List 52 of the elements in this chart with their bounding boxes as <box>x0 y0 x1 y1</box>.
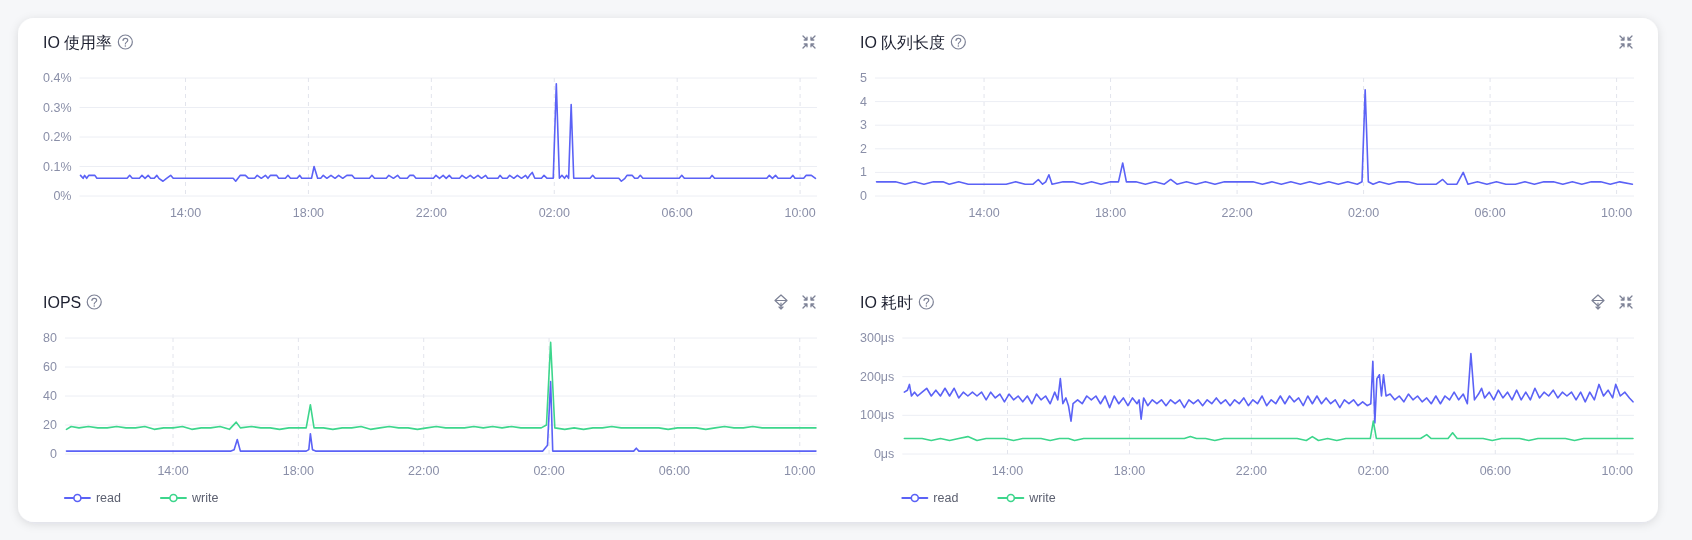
x-tick-label: 02:00 <box>1347 206 1380 220</box>
x-tick-label: 02:00 <box>538 206 570 220</box>
x-tick-label: 06:00 <box>1479 464 1511 478</box>
x-tick-label: 14:00 <box>157 464 189 478</box>
y-tick-label: 4 <box>860 94 867 109</box>
chart-title: IO 队列长度 <box>860 33 946 51</box>
x-tick-label: 14:00 <box>968 206 1000 220</box>
y-tick-label: 0% <box>53 189 72 203</box>
x-tick-label: 22:00 <box>1221 206 1253 220</box>
x-tick-label: 10:00 <box>784 464 816 478</box>
y-tick-label: 3 <box>860 118 867 133</box>
x-tick-label: 06:00 <box>661 206 693 220</box>
y-tick-label: 0 <box>49 447 57 461</box>
x-tick-label: 10:00 <box>1601 464 1633 478</box>
x-tick-label: 14:00 <box>991 464 1024 478</box>
y-tick-label: 2 <box>860 141 867 156</box>
y-tick-label: 200μs <box>860 369 895 384</box>
legend-label: write <box>1028 491 1056 505</box>
x-tick-label: 22:00 <box>408 464 440 478</box>
x-tick-label: 22:00 <box>415 206 448 220</box>
y-tick-label: 100μs <box>860 408 895 423</box>
x-tick-label: 06:00 <box>658 464 691 478</box>
y-tick-label: 0μs <box>873 447 895 461</box>
x-tick-label: 10:00 <box>784 206 816 220</box>
legend-label: read <box>95 491 121 505</box>
chart-title: IOPS <box>43 293 82 311</box>
chart-title: IO 使用率 <box>43 33 113 51</box>
x-tick-label: 02:00 <box>533 464 565 478</box>
y-tick-label: 60 <box>43 360 57 374</box>
x-tick-label: 06:00 <box>1474 206 1506 220</box>
y-tick-label: 300μs <box>860 331 895 345</box>
y-tick-label: 0 <box>860 189 867 203</box>
y-tick-label: 0.2% <box>43 130 72 144</box>
y-tick-label: 0.4% <box>43 71 72 85</box>
y-tick-label: 80 <box>43 331 57 345</box>
y-tick-label: 5 <box>860 71 867 85</box>
chart-title: IO 耗时 <box>860 293 914 311</box>
x-tick-label: 02:00 <box>1357 464 1390 478</box>
y-tick-label: 40 <box>43 389 57 403</box>
legend-label: write <box>190 491 219 505</box>
x-tick-label: 18:00 <box>292 206 325 220</box>
x-tick-label: 18:00 <box>1113 464 1146 478</box>
x-tick-label: 18:00 <box>282 464 315 478</box>
legend-label: read <box>933 491 959 505</box>
y-tick-label: 0.3% <box>43 100 72 115</box>
y-tick-label: 0.1% <box>43 159 72 174</box>
y-tick-label: 20 <box>43 418 57 432</box>
x-tick-label: 14:00 <box>169 206 202 220</box>
x-tick-label: 22:00 <box>1235 464 1268 478</box>
y-tick-label: 1 <box>860 165 867 180</box>
x-tick-label: 10:00 <box>1600 206 1633 220</box>
x-tick-label: 18:00 <box>1094 206 1127 220</box>
